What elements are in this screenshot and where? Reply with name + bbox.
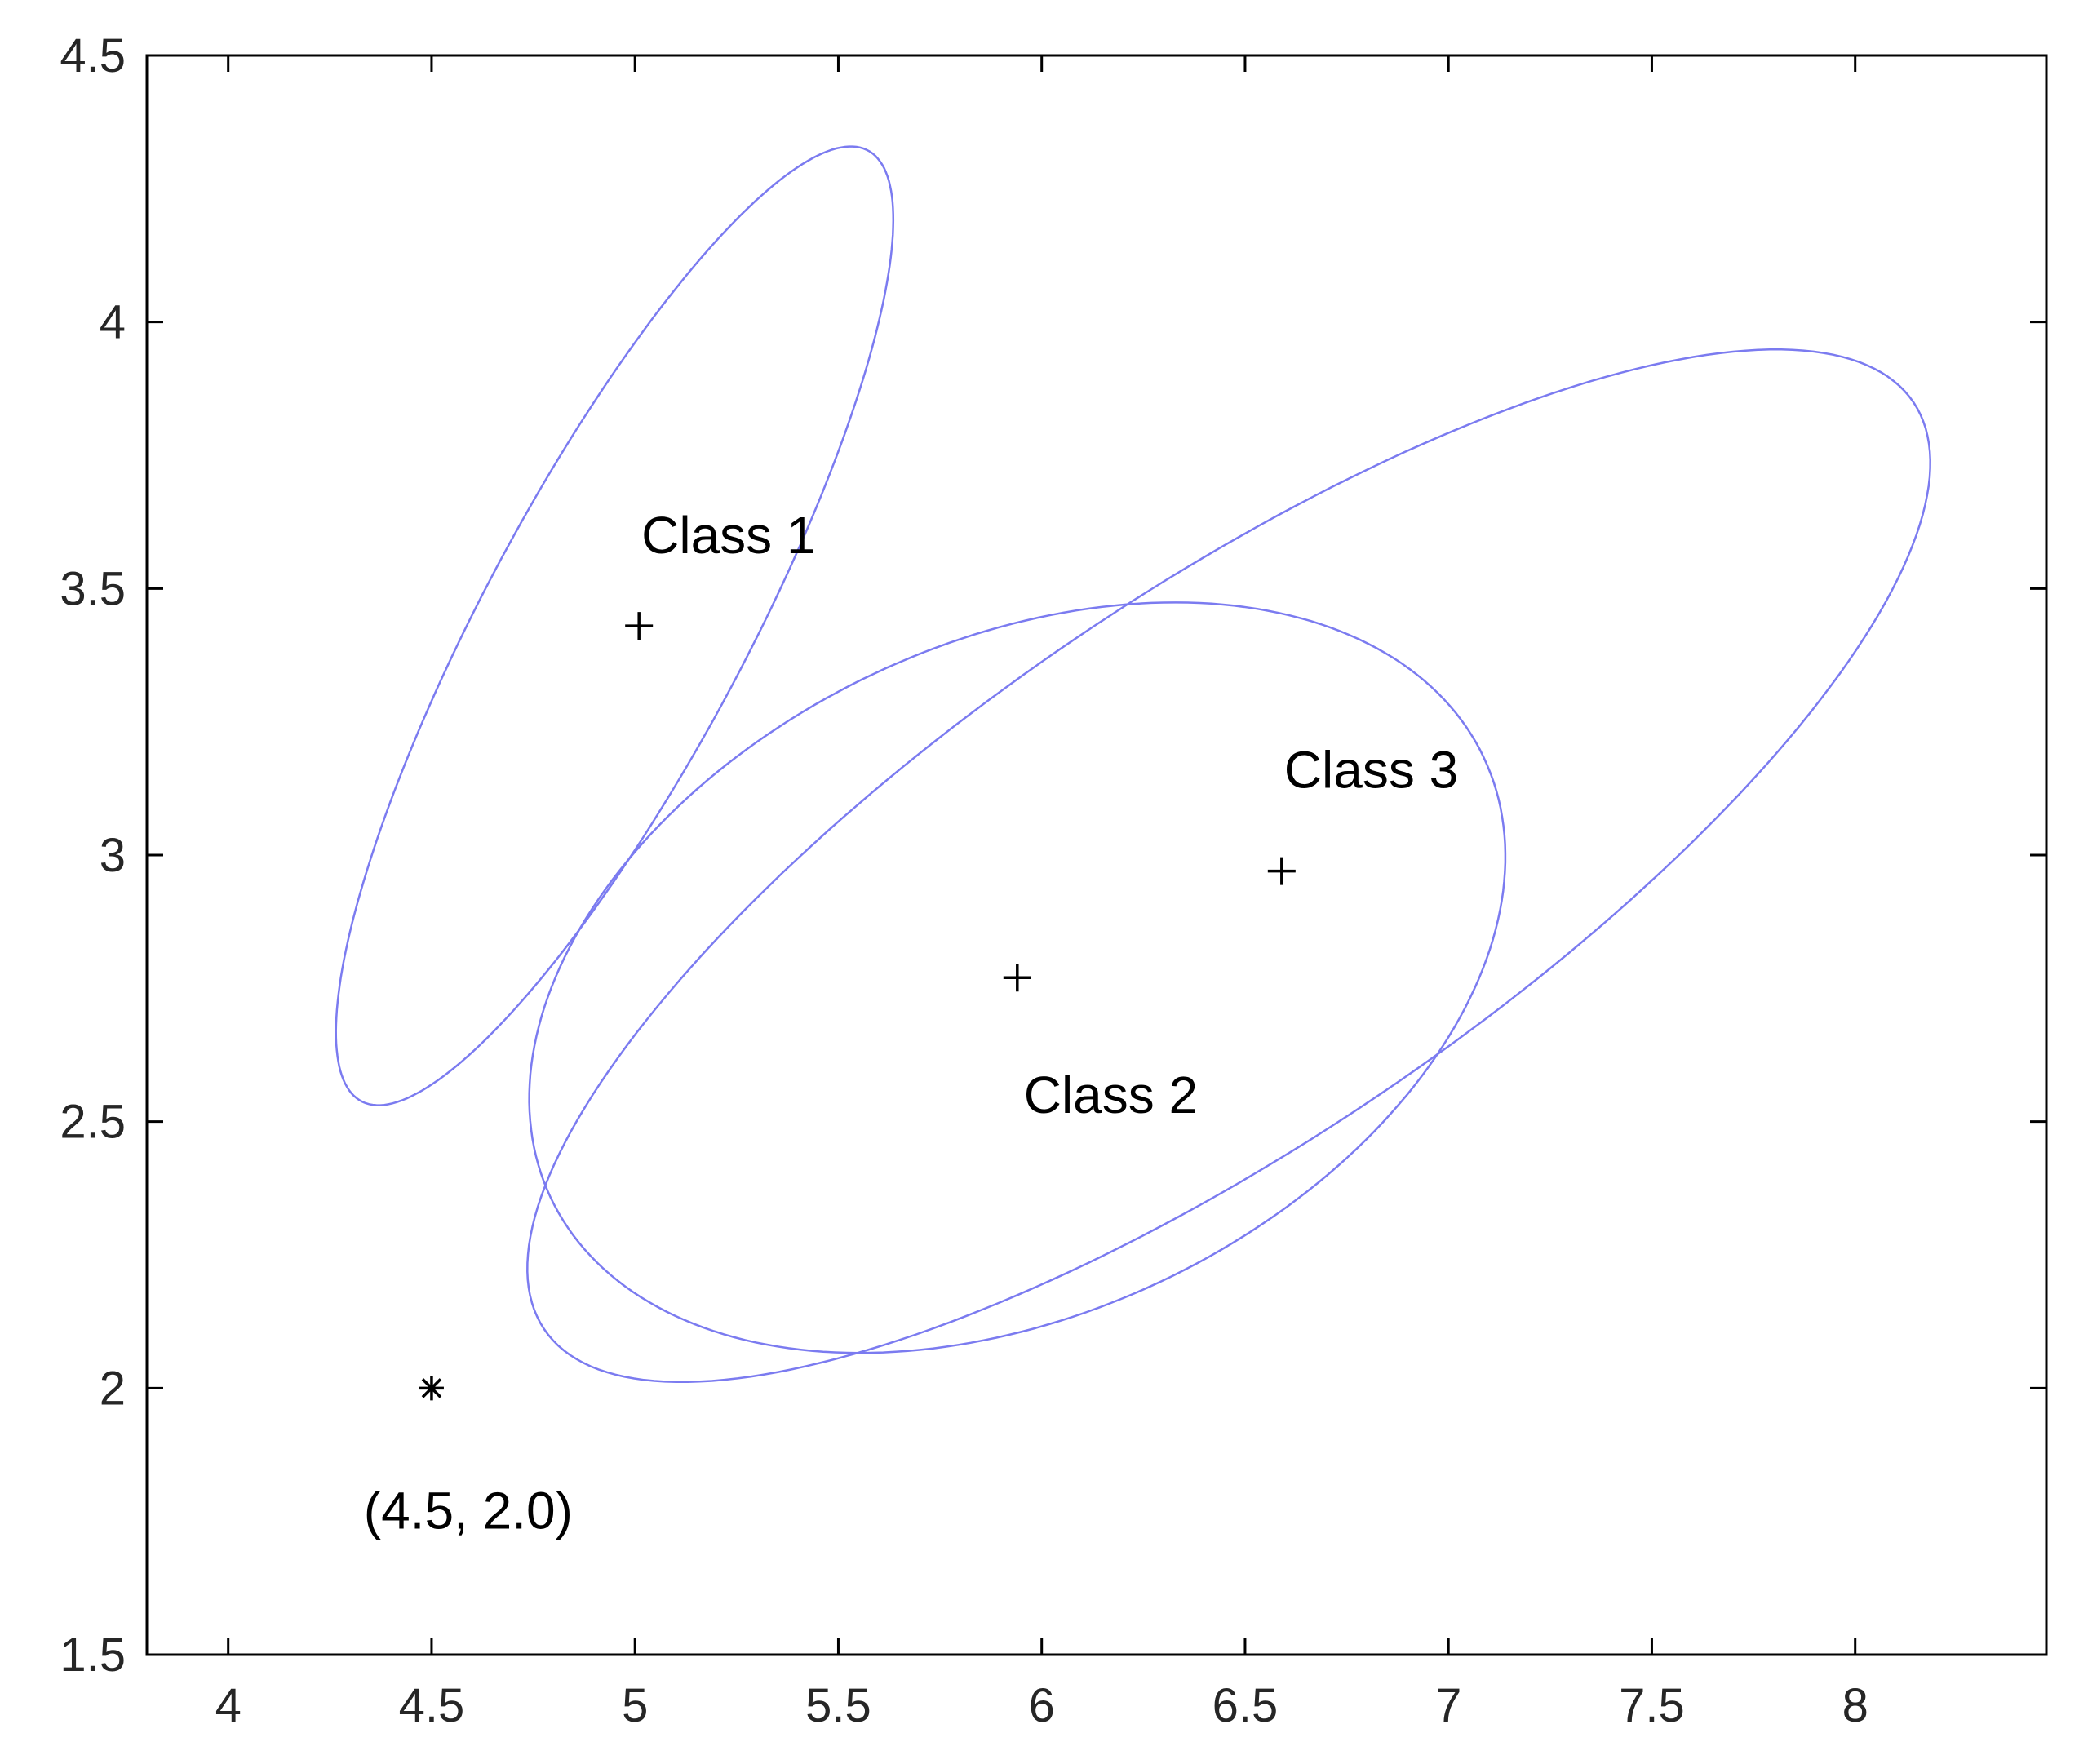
y-tick-label: 4 [100,296,126,349]
y-tick-label: 4.5 [60,29,126,82]
class-2-mean-marker [1003,964,1031,992]
labels-layer: 4 4.5 5 5.5 6 6.5 7 7.5 8 1.5 2 2.5 3 3.5 4 4.5 Class 1 C… [60,29,1868,1732]
marks-layer [419,612,1296,1401]
x-tick-label: 5.5 [805,1679,871,1732]
query-point-label: (4.5, 2.0) [364,1482,573,1540]
x-tick-label: 6.5 [1212,1679,1279,1732]
x-tick-label: 5 [622,1679,648,1732]
ellipses-layer [335,145,1931,1384]
class-3-ellipse [526,348,1931,1384]
axes-frame [145,54,2048,1656]
y-tick-label: 2 [100,1362,126,1415]
y-tick-label: 3 [100,829,126,882]
class-3-mean-marker [1267,857,1296,885]
x-tick-label: 8 [1842,1679,1868,1732]
y-tick-label: 2.5 [60,1096,126,1149]
x-tick-label: 7 [1435,1679,1461,1732]
class-2-ellipse [528,601,1507,1354]
ticks-layer [147,54,2046,1656]
query-point-marker [419,1376,444,1401]
x-tick-label: 6 [1029,1679,1055,1732]
class-1-mean-marker [625,612,654,640]
x-tick-label: 7.5 [1619,1679,1685,1732]
class-3-label: Class 3 [1284,740,1458,799]
y-tick-label: 1.5 [60,1629,126,1682]
x-tick-label: 4 [215,1679,242,1732]
y-tick-label: 3.5 [60,562,126,615]
x-tick-label: 4.5 [399,1679,465,1732]
class-1-label: Class 1 [641,506,815,565]
class-2-label: Class 2 [1024,1066,1198,1124]
class-1-ellipse [335,145,895,1106]
